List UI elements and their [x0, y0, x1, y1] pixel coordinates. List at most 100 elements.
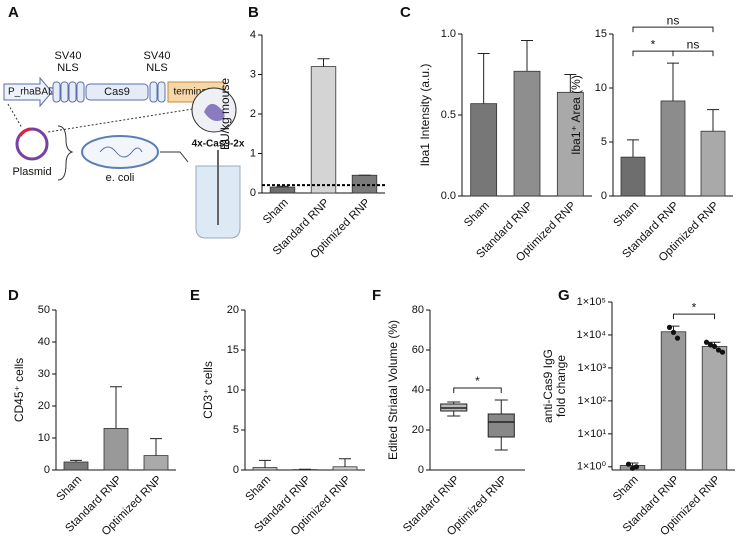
ecoli-icon	[81, 135, 159, 169]
construct-diagram: A P_rhaBAD SV40 NLS Cas9 SV40 NLS termin…	[3, 4, 245, 239]
error-bar	[70, 459, 82, 462]
bar	[556, 91, 584, 197]
bar	[700, 130, 726, 197]
y-tick-label: 50	[38, 304, 50, 316]
y-tick-label: 1.0	[441, 28, 456, 40]
host-label: e. coli	[106, 172, 135, 184]
data-point	[670, 329, 677, 335]
panel-letter: C	[400, 4, 411, 21]
box	[487, 413, 515, 438]
data-point	[711, 343, 718, 349]
y-tick-label: 15	[595, 28, 607, 40]
nls-label: SV40	[144, 50, 171, 62]
bar	[513, 70, 541, 197]
y-tick-label: 20	[38, 400, 50, 412]
panel-letter: A	[8, 4, 19, 21]
y-axis-label: CD3⁺ cells	[201, 361, 215, 419]
y-tick-label: 0	[44, 464, 50, 476]
y-tick-label: 10	[38, 432, 50, 444]
y-tick-label: 10	[595, 82, 607, 94]
x-tick-label: Sham	[55, 474, 85, 504]
significance-label: *	[475, 374, 480, 388]
y-tick-label: 1	[250, 147, 256, 159]
data-point	[703, 339, 710, 345]
y-tick-label: 0	[418, 464, 424, 476]
bar	[660, 100, 686, 197]
x-tick-label: Sham	[612, 200, 642, 230]
error-bar	[667, 62, 679, 101]
arrow	[160, 151, 189, 163]
data-point	[625, 461, 632, 467]
error-bar	[259, 459, 271, 468]
y-axis-label: Iba1⁺ Area (%)	[569, 75, 583, 155]
promoter-label: P_rhaBAD	[8, 87, 55, 98]
significance-bracket	[453, 387, 502, 393]
plasmid-label: Plasmid	[12, 166, 51, 178]
y-tick-label: 5	[601, 136, 607, 148]
y-tick-label: 5	[233, 424, 239, 436]
data-point	[674, 335, 681, 341]
error-bar	[627, 139, 639, 158]
y-axis-label: Iba1 Intensity (a.u.)	[418, 64, 432, 167]
bar	[660, 331, 687, 471]
y-axis-label: EU/kg mouse	[218, 78, 232, 150]
y-tick-label: 0	[250, 187, 256, 199]
data-point	[715, 347, 722, 353]
y-axis-label: anti-Cas9 IgG	[541, 349, 555, 423]
x-tick-label: Sham	[462, 200, 492, 230]
y-tick-label: 1×10²	[578, 395, 607, 407]
ecoli-icon	[99, 146, 143, 158]
panel-letter: F	[372, 287, 381, 304]
bar	[252, 467, 278, 471]
x-tick-label: Sham	[261, 197, 291, 227]
promoter-shape	[3, 76, 53, 108]
bar	[470, 103, 498, 197]
y-tick-label: 0.0	[441, 190, 456, 202]
y-tick-label: 0	[601, 190, 607, 202]
significance-bracket	[673, 313, 715, 320]
y-tick-label: 30	[38, 368, 50, 380]
bar	[620, 156, 646, 197]
bar	[63, 461, 89, 471]
nls-label: NLS	[57, 62, 78, 74]
plasmid-icon	[18, 127, 31, 137]
y-axis-label: CD45⁺ cells	[12, 358, 26, 422]
data-point	[629, 465, 636, 471]
y-tick-label: 0.5	[441, 109, 456, 121]
brace	[57, 125, 74, 181]
y-tick-label: 20	[412, 424, 424, 436]
error-bar	[150, 438, 162, 456]
y-tick-label: 1×10⁴	[576, 329, 606, 341]
y-tick-label: 4	[250, 29, 256, 41]
bar	[310, 66, 337, 194]
error-bar	[339, 458, 351, 467]
data-point	[707, 342, 714, 348]
significance-label: ns	[687, 37, 700, 51]
significance-label: *	[692, 300, 697, 314]
plasmid-icon	[15, 127, 49, 161]
y-tick-label: 1×10³	[578, 362, 607, 374]
bar	[701, 345, 728, 471]
y-axis-label: Edited Striatal Volume (%)	[386, 320, 400, 460]
bar	[103, 427, 129, 471]
error-bar	[564, 74, 577, 93]
protein-label: 4x-Cas9-2x	[192, 139, 245, 150]
panel-letter: E	[190, 287, 200, 304]
y-tick-label: 0	[233, 464, 239, 476]
y-tick-label: 60	[412, 344, 424, 356]
significance-label: ns	[667, 13, 680, 27]
data-point	[666, 324, 673, 330]
x-tick-label: Sham	[611, 474, 641, 504]
error-bar	[477, 52, 490, 104]
y-tick-label: 3	[250, 68, 256, 80]
bar	[269, 186, 296, 194]
significance-label: *	[651, 37, 656, 51]
y-tick-label: 1×10⁰	[577, 461, 607, 473]
significance-bracket	[632, 50, 674, 57]
y-tick-label: 15	[227, 344, 239, 356]
y-tick-label: 80	[412, 304, 424, 316]
error-bar	[707, 109, 719, 132]
y-tick-label: 1×10⁵	[577, 296, 606, 308]
terminator-label: terminator	[173, 87, 219, 98]
